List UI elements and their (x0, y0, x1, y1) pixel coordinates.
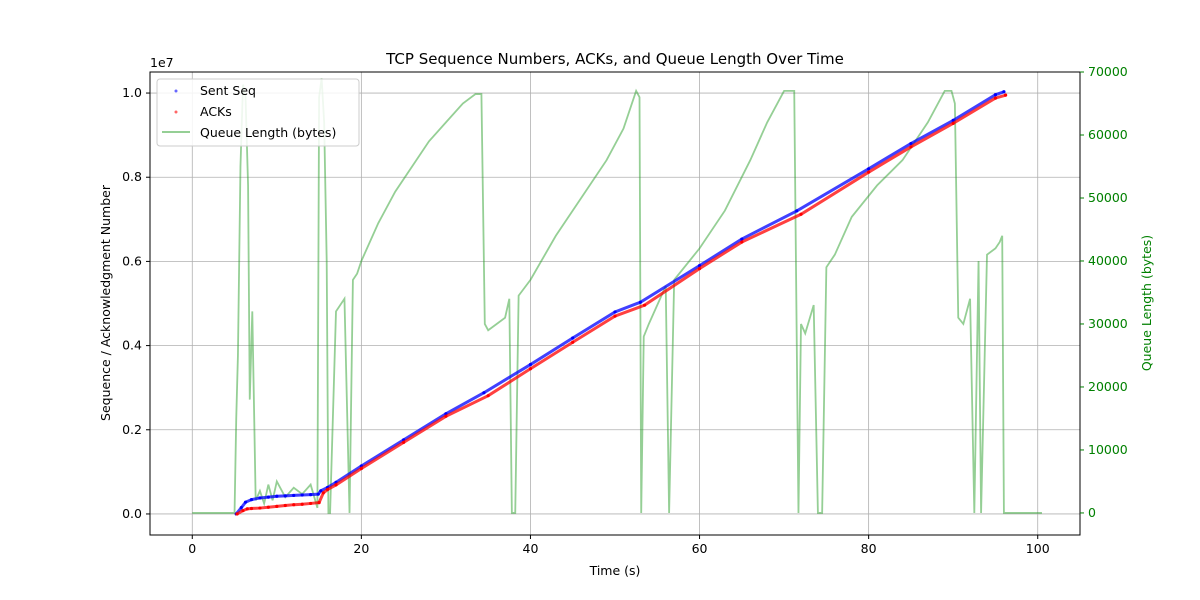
acks-point (275, 504, 279, 508)
legend-label-acks: ACKs (200, 104, 232, 119)
acks-point (334, 483, 338, 487)
acks-point (241, 508, 245, 513)
x-tick-label: 100 (1026, 541, 1050, 556)
y-right-tick-label: 50000 (1088, 190, 1128, 205)
sent-seq-point (613, 310, 617, 314)
sent-seq-point (482, 391, 486, 395)
sent-seq-point (571, 336, 575, 340)
sent-seq-point (239, 506, 243, 510)
sent-seq-point (993, 93, 998, 97)
acks-point (309, 501, 313, 506)
sent-seq-point (528, 362, 533, 367)
x-tick-label: 60 (692, 541, 708, 556)
plot-frame (149, 71, 1081, 536)
acks-point (486, 394, 490, 398)
legend-marker-sent-seq (174, 89, 178, 93)
sent-seq-point (266, 495, 270, 499)
sent-seq-point (249, 498, 254, 502)
y-right-tick-label: 70000 (1088, 64, 1128, 79)
y-right-tick-label: 30000 (1088, 316, 1128, 331)
sent-seq-point (316, 492, 320, 496)
sent-seq-point (909, 141, 913, 146)
y-right-tick-label: 0 (1088, 505, 1096, 520)
acks-point (613, 314, 617, 318)
sent-seq-point (275, 494, 279, 498)
y-tick-label: 0.8 (122, 169, 142, 184)
offset-text: 1e7 (150, 55, 174, 70)
sent-seq-point (867, 167, 871, 171)
acks-point (697, 266, 702, 271)
y-tick-label: 0.4 (122, 338, 142, 353)
acks-point (283, 503, 287, 508)
sent-seq-point (309, 492, 313, 497)
sent-seq-point (795, 209, 799, 213)
legend-label-sent-seq: Sent Seq (200, 83, 256, 98)
grid (150, 72, 1080, 535)
acks-point (245, 507, 249, 511)
legend: Sent Seq ACKs Queue Length (bytes) (156, 78, 360, 147)
y-right-tick-label: 10000 (1088, 442, 1128, 457)
y-axis-label-right: Queue Length (bytes) (1139, 235, 1154, 371)
acks-point (300, 502, 304, 506)
y-tick-label: 1.0 (122, 85, 142, 100)
series-layer (192, 78, 1042, 516)
x-tick-label: 80 (861, 541, 877, 556)
y-tick-label: 0.2 (122, 422, 142, 437)
y-right-tick-label: 20000 (1088, 379, 1128, 394)
sent-seq-point (638, 300, 642, 304)
y-right-tick-label: 40000 (1088, 253, 1128, 268)
y-tick-label: 0.6 (122, 253, 142, 268)
acks-point (235, 512, 239, 516)
x-tick-label: 40 (523, 541, 539, 556)
acks-point (909, 145, 913, 149)
acks-point (266, 505, 270, 509)
x-axis-label: Time (s) (589, 563, 641, 578)
legend-box (156, 78, 360, 147)
sent-seq-point (292, 493, 296, 498)
acks-point (867, 170, 871, 174)
ticks-layer: 0 20 40 60 80 100 0.0 0.2 0.4 0.6 0.8 1.0 0 10000 2000… (122, 64, 1128, 556)
sent-seq-point (283, 494, 287, 498)
legend-marker-acks (174, 110, 178, 114)
acks-point (325, 487, 330, 492)
acks-point (642, 303, 647, 307)
sent-seq-point (1002, 90, 1006, 94)
acks-point (292, 503, 296, 507)
y-axis-label: Sequence / Acknowledgment Number (98, 184, 113, 421)
acks-point (402, 440, 406, 444)
acks-point (317, 500, 321, 505)
acks-point (528, 367, 533, 371)
acks-point (740, 240, 744, 244)
x-tick-label: 0 (188, 541, 196, 556)
chart-title: TCP Sequence Numbers, ACKs, and Queue Le… (385, 50, 844, 68)
acks-point (799, 212, 803, 216)
acks-point (951, 121, 955, 125)
sent-seq-point (243, 500, 248, 504)
legend-label-queue: Queue Length (bytes) (200, 125, 336, 140)
sent-seq-point (319, 489, 323, 493)
x-tick-label: 20 (353, 541, 369, 556)
y-right-tick-label: 60000 (1088, 127, 1128, 142)
acks-point (321, 491, 325, 495)
y-tick-label: 0.0 (122, 506, 142, 521)
acks-point (571, 340, 575, 344)
sent-seq-point (740, 237, 744, 241)
sent-seq-point (300, 493, 304, 497)
acks-point (1004, 93, 1008, 97)
acks-point (258, 506, 262, 510)
acks-point (444, 414, 448, 418)
sent-seq-point (258, 496, 262, 500)
acks-point (993, 96, 998, 100)
acks-point (359, 466, 363, 471)
acks-point (249, 506, 254, 511)
